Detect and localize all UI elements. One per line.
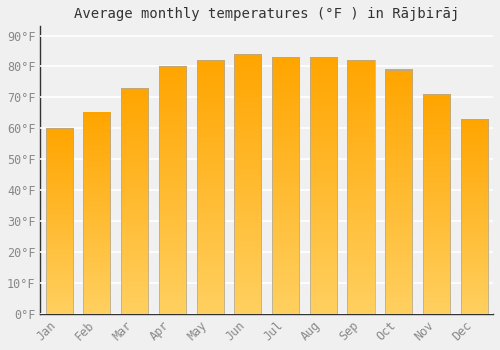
- Bar: [310, 57, 337, 314]
- Bar: [272, 57, 299, 314]
- Bar: [84, 113, 110, 314]
- Bar: [348, 60, 374, 314]
- Bar: [460, 119, 488, 314]
- Bar: [385, 70, 412, 314]
- Bar: [46, 128, 73, 314]
- Bar: [121, 88, 148, 314]
- Title: Average monthly temperatures (°F ) in Rājbirāj: Average monthly temperatures (°F ) in Rā…: [74, 7, 460, 21]
- Bar: [234, 54, 262, 314]
- Bar: [196, 60, 224, 314]
- Bar: [423, 94, 450, 314]
- Bar: [159, 66, 186, 314]
